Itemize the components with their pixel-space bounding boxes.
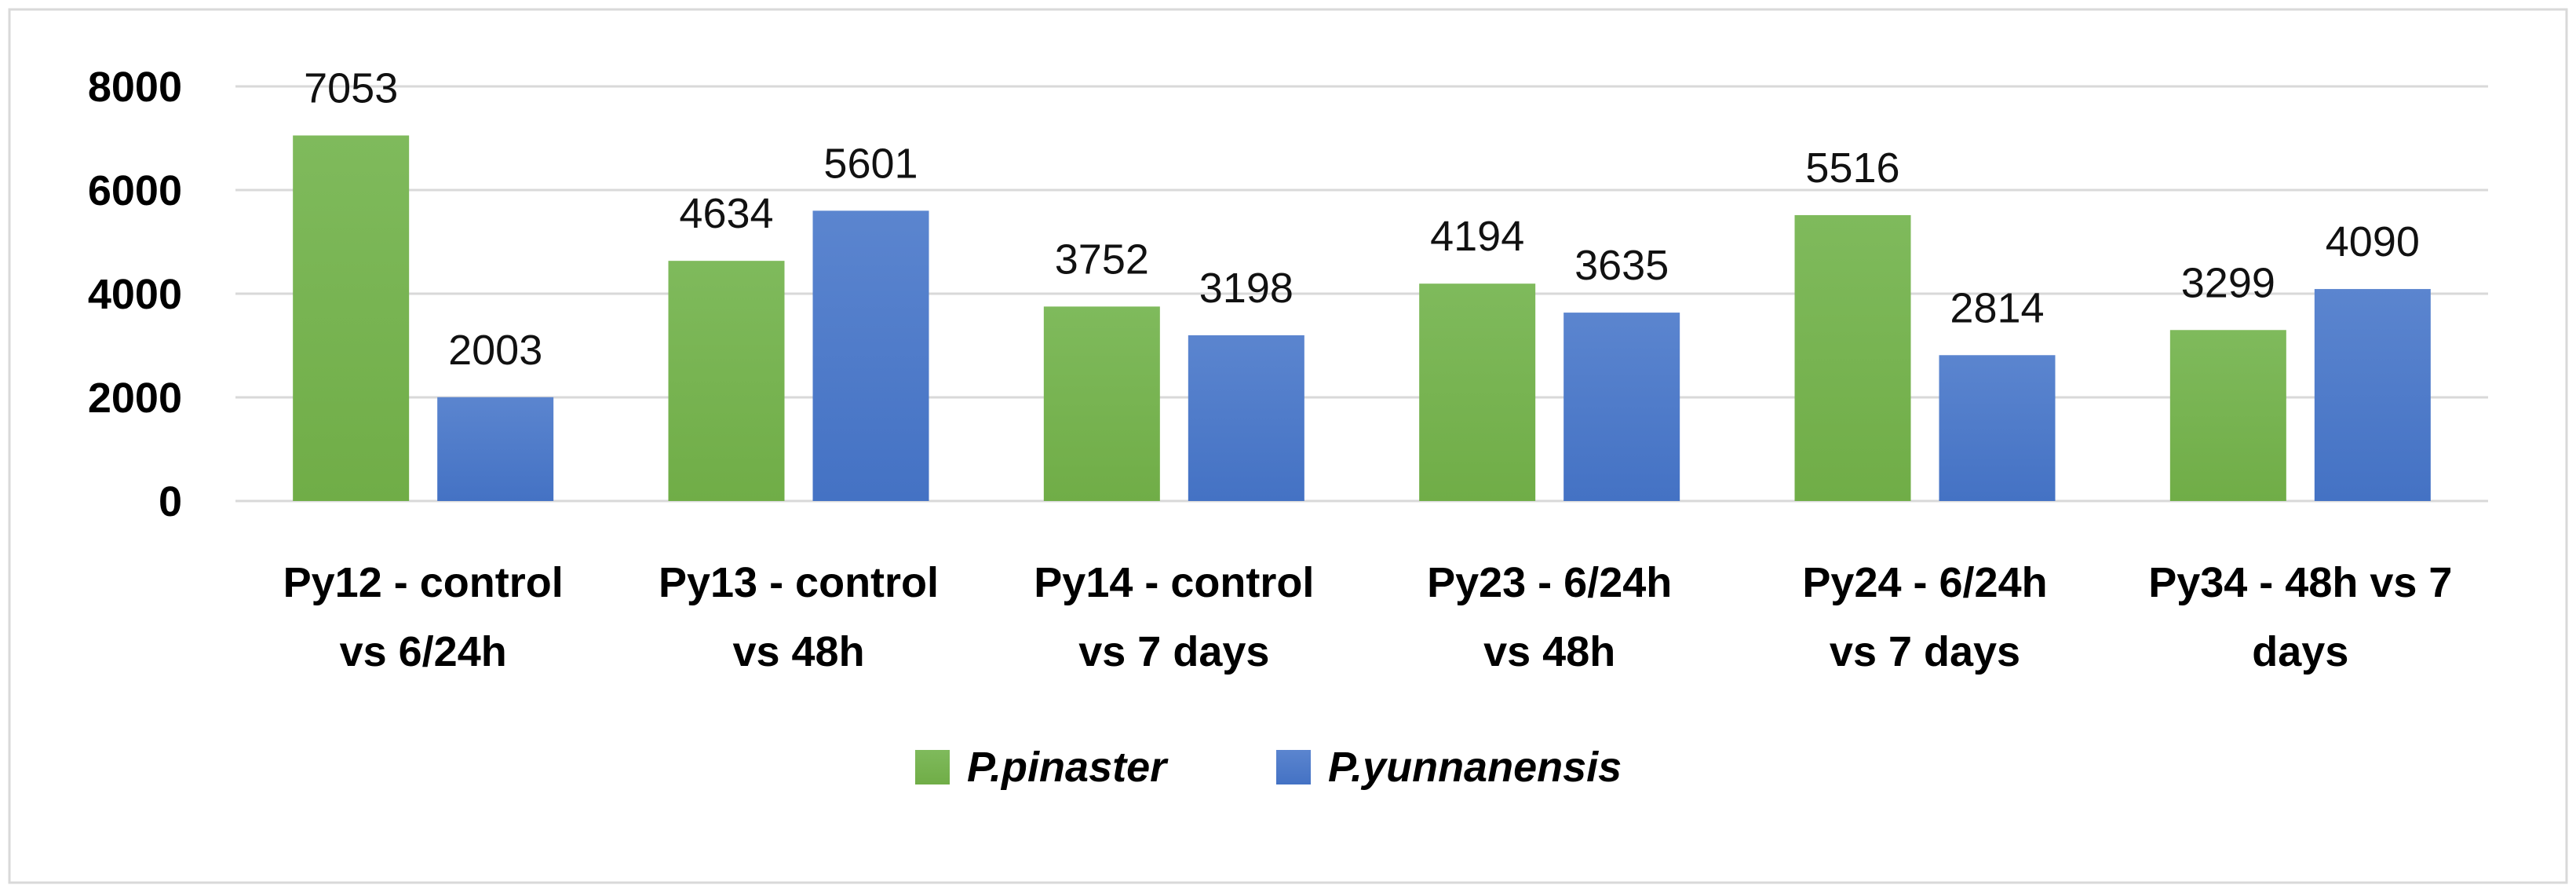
legend-label: P.yunnanensis [1328, 744, 1622, 791]
bar-p-pinaster [668, 261, 785, 501]
bar-p-pinaster [293, 135, 410, 501]
data-label: 2814 [1950, 284, 2044, 331]
data-label: 3635 [1574, 242, 1669, 289]
x-tick-label: vs 7 days [1830, 628, 2020, 675]
y-tick-label: 8000 [88, 64, 182, 111]
x-tick-label: Py12 - control [283, 559, 564, 606]
data-label: 5516 [1805, 144, 1899, 192]
data-label: 5601 [823, 140, 918, 187]
bar-p-yunnanensis [2314, 289, 2431, 501]
bar-p-yunnanensis [1563, 313, 1680, 501]
bar-p-pinaster [1419, 283, 1536, 501]
bar-p-pinaster [1043, 306, 1160, 501]
bar-p-yunnanensis [1939, 355, 2056, 501]
x-tick-label: Py23 - 6/24h [1427, 559, 1672, 606]
data-label: 4194 [1430, 213, 1524, 260]
bar-p-yunnanensis [1188, 335, 1304, 501]
x-tick-label: Py14 - control [1034, 559, 1314, 606]
data-label: 3752 [1055, 236, 1149, 283]
legend-label: P.pinaster [967, 744, 1169, 791]
x-tick-label: Py13 - control [659, 559, 939, 606]
legend-swatch [1276, 750, 1311, 784]
x-axis: Py12 - control vs 6/24h Py13 - control vs 4… [283, 559, 2453, 675]
data-label: 4634 [679, 190, 773, 237]
y-tick-label: 0 [159, 478, 182, 525]
x-tick-label: vs 7 days [1078, 628, 1269, 675]
data-label: 3198 [1199, 265, 1293, 312]
x-tick-label: Py24 - 6/24h [1802, 559, 2047, 606]
bar-p-yunnanensis [437, 397, 554, 501]
bar-p-pinaster [2169, 330, 2286, 501]
y-axis: 0 2000 4000 6000 8000 [88, 64, 182, 525]
x-tick-label: vs 48h [732, 628, 864, 675]
x-tick-label: days [2252, 628, 2348, 675]
bar-p-pinaster [1794, 214, 1911, 501]
y-tick-label: 2000 [88, 375, 182, 422]
y-tick-label: 4000 [88, 271, 182, 318]
data-label: 7053 [304, 65, 398, 112]
bar-p-yunnanensis [812, 210, 929, 501]
data-label: 2003 [448, 327, 542, 374]
x-tick-label: Py34 - 48h vs 7 [2148, 559, 2452, 606]
legend-swatch [915, 750, 950, 784]
gridlines [235, 85, 2488, 503]
x-tick-label: vs 6/24h [340, 628, 507, 675]
bars [293, 135, 2431, 501]
data-labels: 7053 2003 4634 5601 3752 3198 4194 3635 5516 2814… [304, 65, 2420, 374]
data-label: 3299 [2181, 259, 2275, 306]
x-tick-label: vs 48h [1483, 628, 1615, 675]
data-label: 4090 [2326, 218, 2420, 265]
y-tick-label: 6000 [88, 167, 182, 214]
legend: P.pinaster P.yunnanensis [915, 744, 1622, 791]
